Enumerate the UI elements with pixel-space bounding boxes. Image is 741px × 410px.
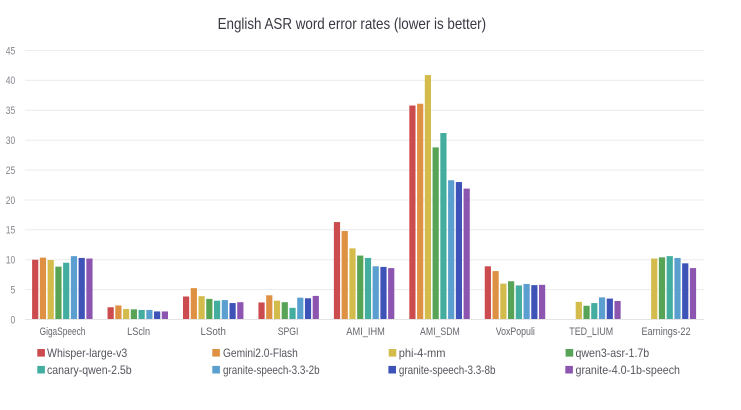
svg-text:Gemini2.0-Flash: Gemini2.0-Flash — [223, 347, 298, 360]
svg-text:0: 0 — [11, 314, 16, 326]
svg-text:GigaSpeech: GigaSpeech — [40, 326, 86, 338]
svg-text:English ASR word error rates (: English ASR word error rates (lower is b… — [218, 16, 487, 33]
svg-text:canary-qwen-2.5b: canary-qwen-2.5b — [47, 364, 132, 377]
svg-text:40: 40 — [6, 75, 16, 87]
svg-text:phi-4-mm: phi-4-mm — [399, 347, 446, 360]
svg-text:5: 5 — [11, 284, 16, 296]
svg-text:TED_LIUM: TED_LIUM — [569, 326, 613, 338]
svg-text:AMI_SDM: AMI_SDM — [420, 326, 460, 338]
svg-text:10: 10 — [6, 255, 16, 267]
svg-text:qwen3-asr-1.7b: qwen3-asr-1.7b — [576, 347, 650, 360]
svg-text:35: 35 — [6, 105, 16, 117]
svg-text:LSoth: LSoth — [201, 326, 226, 338]
svg-text:30: 30 — [6, 135, 16, 147]
svg-text:Whisper-large-v3: Whisper-large-v3 — [47, 347, 127, 360]
svg-text:SPGI: SPGI — [278, 326, 299, 338]
svg-text:AMI_IHM: AMI_IHM — [346, 326, 385, 338]
svg-text:granite-speech-3.3-8b: granite-speech-3.3-8b — [399, 364, 496, 377]
svg-text:Earnings-22: Earnings-22 — [642, 326, 691, 338]
svg-text:45: 45 — [6, 45, 16, 57]
svg-text:granite-speech-3.3-2b: granite-speech-3.3-2b — [223, 364, 320, 377]
svg-text:granite-4.0-1b-speech: granite-4.0-1b-speech — [576, 364, 681, 377]
svg-text:20: 20 — [6, 195, 16, 207]
svg-text:LScln: LScln — [127, 326, 150, 338]
svg-text:15: 15 — [6, 225, 16, 237]
svg-text:VoxPopuli: VoxPopuli — [496, 326, 535, 338]
svg-text:25: 25 — [6, 165, 16, 177]
